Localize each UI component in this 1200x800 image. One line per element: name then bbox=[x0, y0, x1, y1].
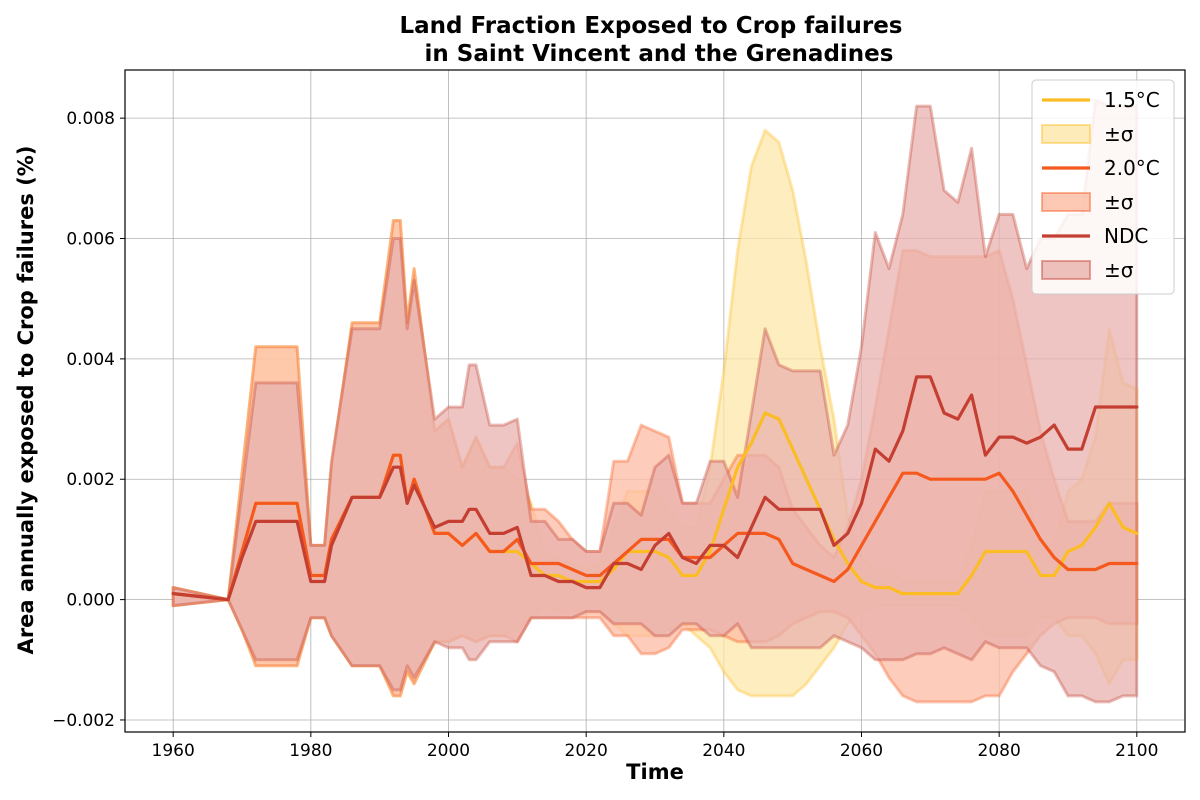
legend: 1.5°C ±σ 2.0°C ±σ NDC ±σ bbox=[1031, 79, 1175, 295]
series-line-2.0°C bbox=[171, 453, 1139, 602]
uncertainty-bands bbox=[171, 98, 1139, 704]
y-tick-label: 0.000 bbox=[66, 591, 115, 611]
x-tick-label: 1980 bbox=[289, 741, 332, 761]
x-tick-label: 2040 bbox=[702, 741, 745, 761]
x-tick-label: 1960 bbox=[152, 741, 195, 761]
x-axis-ticks: 1960 1980 2000 2020 2040 2060 2080 2100 bbox=[152, 732, 1158, 761]
legend-band-swatch bbox=[1041, 192, 1091, 212]
y-tick-label: 0.008 bbox=[66, 109, 115, 129]
chart-title-line-2: in Saint Vincent and the Grenadines bbox=[425, 41, 894, 67]
y-axis-label: Area annually exposed to Crop failures (… bbox=[14, 146, 38, 655]
legend-band-swatch bbox=[1041, 260, 1091, 280]
series-line-NDC bbox=[171, 375, 1139, 602]
y-axis-ticks: −0.002 0.000 0.002 0.004 0.006 0.008 bbox=[52, 109, 125, 731]
y-tick-label: −0.002 bbox=[52, 711, 115, 731]
band-NDC bbox=[171, 98, 1139, 704]
plot-frame bbox=[124, 69, 1186, 733]
y-tick-label: 0.004 bbox=[66, 350, 115, 370]
y-tick-label: 0.006 bbox=[66, 230, 115, 250]
x-axis-label: Time bbox=[626, 760, 684, 784]
x-tick-label: 2000 bbox=[427, 741, 470, 761]
legend-band-swatch bbox=[1041, 124, 1091, 144]
legend-label: 1.5°C bbox=[1104, 88, 1160, 112]
legend-label: NDC bbox=[1104, 224, 1148, 248]
chart-title-line-1: Land Fraction Exposed to Crop failures bbox=[400, 13, 903, 39]
legend-band-label: ±σ bbox=[1104, 258, 1134, 282]
legend-label: 2.0°C bbox=[1104, 156, 1160, 180]
series-lines bbox=[171, 375, 1139, 602]
x-tick-label: 2020 bbox=[565, 741, 608, 761]
legend-band-label: ±σ bbox=[1104, 122, 1134, 146]
x-tick-label: 2060 bbox=[840, 741, 883, 761]
legend-band-label: ±σ bbox=[1104, 190, 1134, 214]
y-tick-label: 0.002 bbox=[66, 470, 115, 490]
x-tick-label: 2100 bbox=[1115, 741, 1158, 761]
x-tick-label: 2080 bbox=[978, 741, 1021, 761]
